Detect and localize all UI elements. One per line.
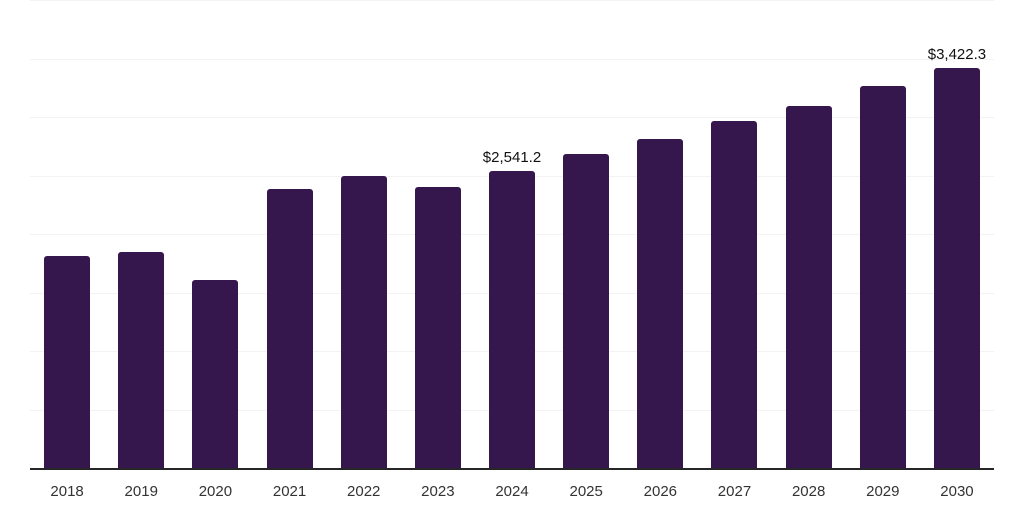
- bar-2024: [489, 170, 535, 468]
- x-axis-label-2024: 2024: [495, 483, 529, 500]
- x-axis-label-2026: 2026: [643, 483, 678, 500]
- x-axis-label-2020: 2020: [198, 483, 233, 500]
- gridline: [30, 0, 994, 1]
- plot-area: $2,541.2 $3,422.3: [30, 0, 994, 470]
- gridline: [30, 58, 994, 60]
- bar-2021: [266, 188, 313, 468]
- x-axis-label-2021: 2021: [272, 483, 307, 500]
- x-axis-label-2025: 2025: [569, 483, 603, 500]
- value-label-2030: $3,422.3: [927, 45, 987, 63]
- bar-2026: [637, 138, 684, 468]
- x-axis-label-2018: 2018: [50, 483, 84, 500]
- x-axis-label-2028: 2028: [791, 483, 826, 500]
- x-axis-label-2029: 2029: [866, 483, 900, 500]
- bar-2030: [933, 67, 980, 468]
- bar-2022: [340, 175, 387, 468]
- x-axis-label-2027: 2027: [717, 483, 752, 500]
- bar-2025: [563, 153, 610, 468]
- bar-2023: [414, 186, 461, 468]
- x-axis-label-2019: 2019: [124, 483, 158, 500]
- bar-2029: [859, 86, 906, 468]
- bar-2027: [711, 121, 758, 468]
- x-axis-label-2022: 2022: [347, 483, 381, 500]
- x-axis-label-2023: 2023: [421, 483, 455, 500]
- x-axis-label-2030: 2030: [940, 483, 974, 500]
- bar-2019: [118, 251, 165, 468]
- value-label-2024: $2,541.2: [482, 148, 542, 166]
- x-axis-line: [30, 468, 994, 470]
- bar-2020: [192, 280, 239, 468]
- x-axis-labels: 2018 2019 2020 2021 2022 2023 2024 2025 2026 2027…: [30, 483, 994, 501]
- gridline: [30, 117, 994, 118]
- bar-2028: [785, 105, 832, 468]
- bar-2018: [44, 256, 91, 468]
